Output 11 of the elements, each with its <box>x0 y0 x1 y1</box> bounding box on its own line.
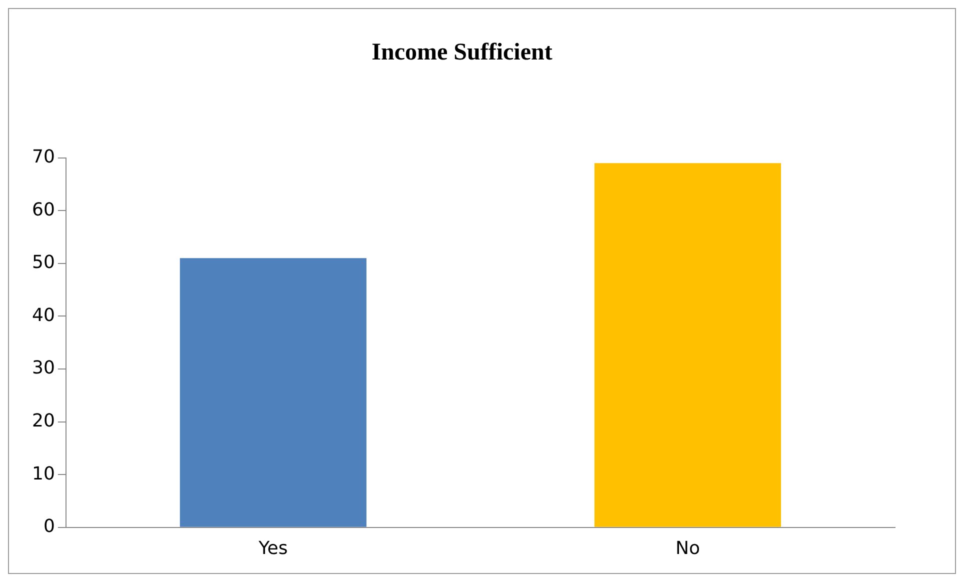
y-tick-label: 20 <box>32 410 55 432</box>
y-tick-label: 0 <box>43 516 55 538</box>
y-tick-label: 60 <box>32 199 55 220</box>
y-tick-label: 50 <box>32 252 55 274</box>
y-tick-label: 10 <box>32 463 55 484</box>
y-tick-label: 30 <box>32 358 55 379</box>
y-tick-label: 40 <box>32 304 55 326</box>
x-tick-label: No <box>675 538 700 559</box>
y-tick-label: 70 <box>32 146 55 168</box>
x-tick-label: Yes <box>258 538 288 559</box>
chart-title: Income Sufficient <box>372 40 552 66</box>
